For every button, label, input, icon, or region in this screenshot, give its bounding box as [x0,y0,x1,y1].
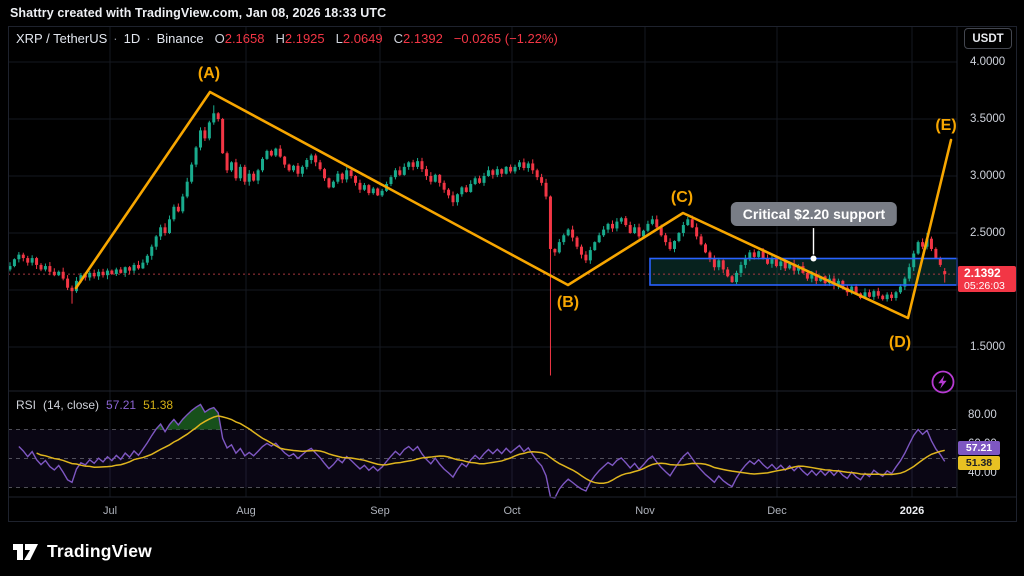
rsi-ma-line[interactable] [36,415,945,485]
time-axis-label-2026: 2026 [899,505,925,517]
currency-toggle-button[interactable]: USDT [964,28,1012,49]
symbol-name: XRP / TetherUS [16,31,108,46]
interval-label: 1D [123,31,141,46]
bar-countdown: 05:26:03 [964,279,1005,292]
time-axis[interactable]: Jul Aug Sep Oct Nov Dec 2026 [8,497,1017,522]
price-axis-label: 3.5000 [970,113,1006,125]
rsi-line[interactable] [18,403,946,499]
rsi-ma-value-badge: 51.38 [958,456,1000,470]
time-axis-label-aug: Aug [236,505,256,517]
legend-separator: · [113,31,118,46]
price-axis-label: 4.0000 [970,56,1006,68]
support-callout-label[interactable]: Critical $2.20 support [730,202,898,226]
time-axis-label-sep: Sep [370,505,390,517]
rsi-ma-value: 51.38 [143,398,174,412]
lightning-icon [931,370,955,394]
last-price-value: 2.1392 [964,265,1001,280]
legend-separator: · [146,31,151,46]
boost-button[interactable] [930,369,956,395]
tradingview-logo-icon [13,543,38,560]
footer-branding[interactable]: TradingView [13,541,152,562]
rsi-value: 57.21 [106,398,137,412]
rsi-legend: RSI (14, close) 57.21 51.38 [16,398,173,412]
rsi-params: (14, close) [43,398,100,412]
time-axis-label-dec: Dec [767,505,787,517]
last-price-badge: 2.1392 05:26:03 [958,266,1016,292]
ohlc-low: L2.0649 [335,31,383,46]
candlesticks [8,105,947,376]
rsi-axis-label: 80.00 [968,409,997,421]
ohlc-close: C2.1392 [393,31,443,46]
price-axis-label: 3.0000 [970,170,1006,182]
attribution-text: Shattry created with TradingView.com, Ja… [10,6,387,20]
price-axis-label: 2.5000 [970,227,1006,239]
time-axis-label-nov: Nov [635,505,655,517]
time-axis-label-oct: Oct [503,505,521,517]
price-axis[interactable]: 4.00003.50003.00002.50001.500080.0060.00… [957,26,1024,497]
elliott-wave-trendline[interactable] [74,90,953,320]
ohlc-high: H2.1925 [275,31,325,46]
time-axis-label-jul: Jul [102,505,118,517]
rsi-title: RSI [16,398,37,412]
tradingview-wordmark: TradingView [47,541,152,561]
change-value: −0.0265 (−1.22%) [453,31,558,46]
rsi-axis-label: 40.00 [968,467,997,479]
ohlc-open: O2.1658 [214,31,265,46]
symbol-legend: XRP / TetherUS · 1D · Binance O2.1658 H2… [16,31,558,46]
price-axis-label: 1.5000 [970,341,1006,353]
rsi-value-badge: 57.21 [958,441,1000,455]
exchange-label: Binance [156,31,204,46]
